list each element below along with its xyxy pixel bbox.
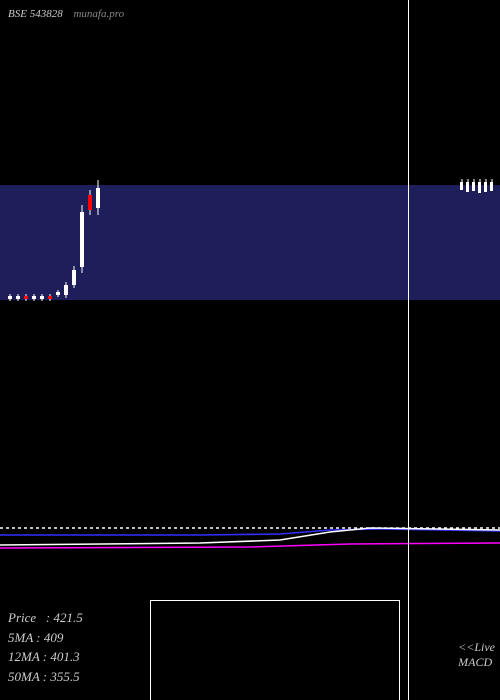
small-candle — [460, 182, 463, 190]
ma50-row: 50MA : 355.5 — [8, 667, 83, 687]
macd-panel — [150, 600, 400, 700]
small-candle — [472, 182, 475, 191]
info-box: Price : 421.5 5MA : 409 12MA : 401.3 50M… — [8, 608, 83, 686]
ma12-row: 12MA : 401.3 — [8, 647, 83, 667]
source-label: munafa.pro — [73, 8, 124, 20]
ma5-row: 5MA : 409 — [8, 628, 83, 648]
ticker-label: BSE 543828 — [8, 8, 63, 20]
ma-blue — [0, 529, 500, 535]
macd-label: <<Live MACD — [458, 640, 495, 670]
small-candle — [490, 182, 493, 191]
vertical-cursor-line — [408, 0, 409, 700]
small-candle — [478, 182, 481, 193]
ma-white — [0, 528, 500, 545]
ma-magenta — [0, 543, 500, 548]
price-row: Price : 421.5 — [8, 608, 83, 628]
chart-header: BSE 543828 munafa.pro — [8, 8, 124, 20]
small-candle — [466, 182, 469, 192]
small-candle — [484, 182, 487, 192]
ma-lines-svg — [0, 0, 500, 700]
